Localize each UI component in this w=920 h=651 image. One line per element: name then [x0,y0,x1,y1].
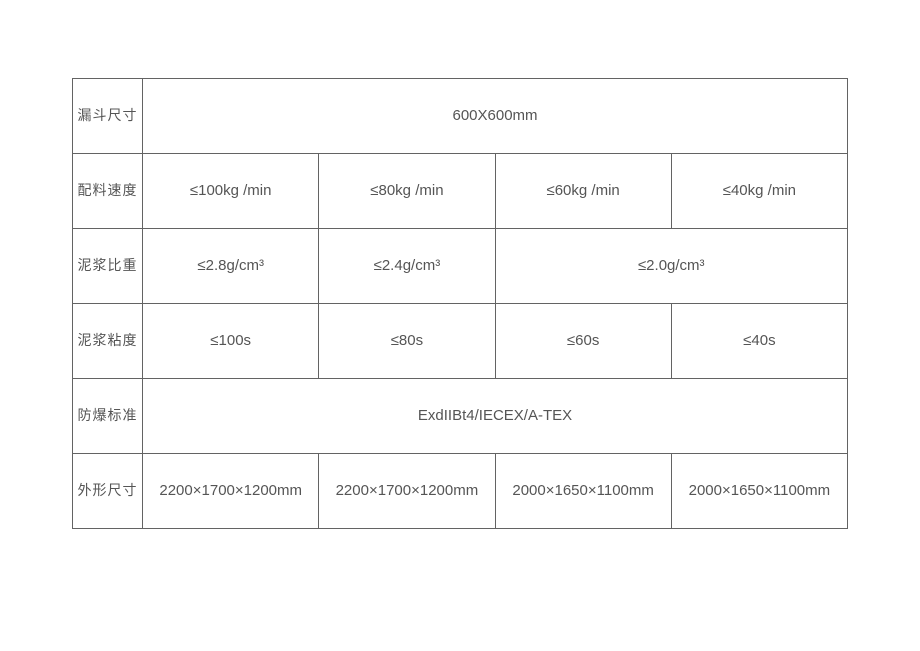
cell-value: 2000×1650×1100mm [495,454,671,529]
row-label: 配料速度 [73,154,143,229]
table-row: 泥浆粘度 ≤100s ≤80s ≤60s ≤40s [73,304,848,379]
table-row: 泥浆比重 ≤2.8g/cm³ ≤2.4g/cm³ ≤2.0g/cm³ [73,229,848,304]
cell-value: 2200×1700×1200mm [319,454,495,529]
row-label: 防爆标准 [73,379,143,454]
spec-table: 漏斗尺寸 600X600mm 配料速度 ≤100kg /min ≤80kg /m… [72,78,848,529]
cell-value: ≤80s [319,304,495,379]
cell-value: 2200×1700×1200mm [143,454,319,529]
cell-value: 2000×1650×1100mm [671,454,847,529]
table-row: 外形尺寸 2200×1700×1200mm 2200×1700×1200mm 2… [73,454,848,529]
cell-value: ≤60s [495,304,671,379]
cell-value: ≤60kg /min [495,154,671,229]
cell-value: ≤100s [143,304,319,379]
row-label: 外形尺寸 [73,454,143,529]
row-label: 泥浆粘度 [73,304,143,379]
cell-value: ≤2.0g/cm³ [495,229,847,304]
row-label: 泥浆比重 [73,229,143,304]
cell-value: ExdIIBt4/IECEX/A-TEX [143,379,848,454]
cell-value: ≤100kg /min [143,154,319,229]
table-row: 配料速度 ≤100kg /min ≤80kg /min ≤60kg /min ≤… [73,154,848,229]
cell-value: ≤2.8g/cm³ [143,229,319,304]
table-row: 漏斗尺寸 600X600mm [73,79,848,154]
cell-value: ≤80kg /min [319,154,495,229]
cell-value: ≤40s [671,304,847,379]
table-row: 防爆标准 ExdIIBt4/IECEX/A-TEX [73,379,848,454]
cell-value: ≤40kg /min [671,154,847,229]
row-label: 漏斗尺寸 [73,79,143,154]
cell-value: 600X600mm [143,79,848,154]
cell-value: ≤2.4g/cm³ [319,229,495,304]
